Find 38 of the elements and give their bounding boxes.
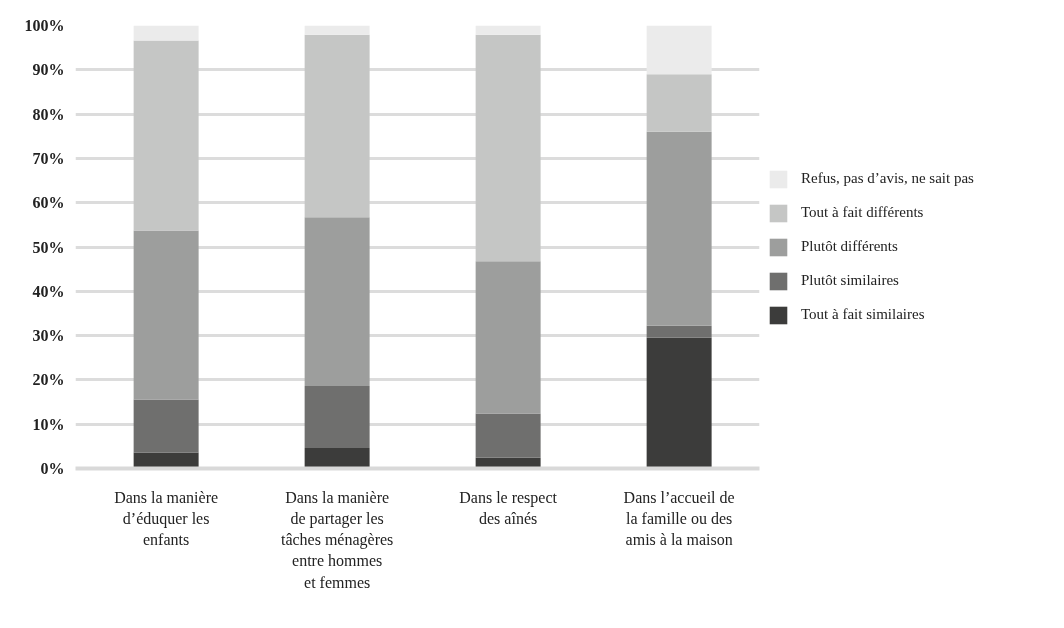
bar	[304, 448, 370, 469]
bar	[304, 25, 370, 35]
y-tick-label: 20%	[32, 371, 65, 389]
x-tick-label: Dans la manière de partager les tâches ménagères entre hommes et femmes	[280, 488, 394, 591]
y-tick-label: 90%	[32, 61, 65, 79]
y-tick-label: 0%	[40, 460, 65, 477]
bar	[304, 217, 370, 387]
bar	[133, 40, 199, 231]
y-tick-label: 10%	[32, 415, 65, 433]
y-tick-label: 80%	[32, 105, 65, 123]
bar	[646, 131, 712, 326]
legend-label: Plutôt différents	[801, 238, 898, 255]
y-tick-label: 70%	[32, 149, 65, 167]
legend-label: Plutôt similaires	[801, 272, 899, 289]
x-tick-label: Dans le respect des aînés	[459, 488, 558, 527]
bar	[133, 25, 199, 41]
bar	[646, 25, 712, 75]
legend-label: Refus, pas d’avis, ne sait pas	[801, 170, 974, 187]
bar	[304, 386, 370, 449]
bar	[646, 337, 712, 469]
x-tick-label: Dans la manière d’éduquer les enfants	[114, 488, 219, 548]
y-tick-label: 50%	[32, 238, 65, 256]
bar	[475, 34, 541, 262]
bar	[304, 34, 370, 218]
legend-label: Tout à fait différents	[801, 204, 924, 221]
y-tick-label: 100%	[24, 17, 65, 34]
bar	[475, 413, 541, 458]
legend-label: Tout à fait similaires	[801, 306, 925, 323]
y-tick-label: 60%	[32, 194, 65, 212]
bar	[475, 25, 541, 35]
bar	[646, 325, 712, 338]
bar	[475, 261, 541, 414]
y-tick-label: 40%	[32, 282, 65, 300]
x-tick-label: Dans l’accueil de la famille ou des amis à la maison	[623, 488, 735, 548]
bar	[133, 399, 199, 453]
bar	[646, 74, 712, 132]
y-tick-label: 30%	[32, 327, 65, 345]
bar	[133, 230, 199, 400]
